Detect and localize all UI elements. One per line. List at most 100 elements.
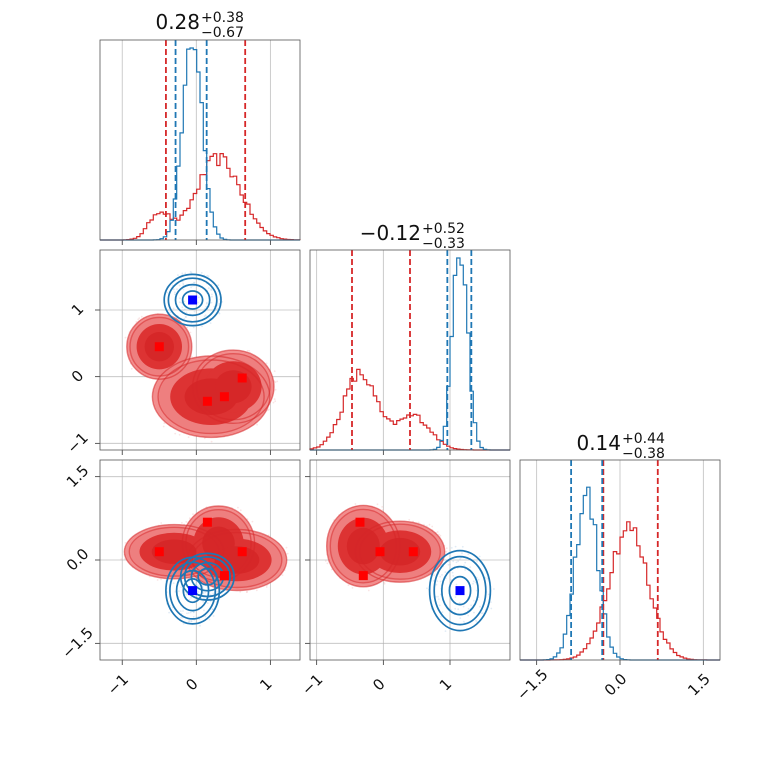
red-marker [154,342,164,352]
blue-sample-point [447,563,450,566]
blue-contour-line [448,575,472,606]
red-sample-point [367,589,370,592]
red-sample-point [436,531,439,533]
blue-sample-point [212,608,214,611]
x-tick-label: 1 [256,675,275,694]
red-sample-point [251,520,254,523]
red-sample-point [210,440,213,443]
blue-sample-point [436,580,439,582]
blue-sample-point [206,602,209,604]
blue-sample-point [166,291,169,294]
red-sample-point [256,423,258,426]
x-tick-label: 1 [436,675,455,694]
x-tick-label: 0.0 [601,670,631,700]
red-sample-point [381,506,384,508]
axes-frame [309,459,511,661]
blue-sample-point [208,597,211,599]
blue-sample-point [473,611,475,614]
blue-sample-point [435,595,437,598]
red-marker [355,517,365,527]
red-sample-point [433,574,435,576]
red-marker [202,396,212,406]
blue-sample-point [172,307,175,310]
axes-frame [519,459,721,661]
blue-sample-point [441,574,443,576]
x-tick-label: −1.5 [513,665,551,703]
blue-sample-point [183,317,186,320]
blue-sample-point [216,591,219,593]
red-sample-point [189,331,192,334]
blue-sample-point [437,595,439,598]
blue-sample-point [172,288,175,291]
red-sample-point [156,579,159,581]
red-sample-point [274,388,277,391]
blue-sample-point [178,590,180,592]
red-sample-point [186,326,189,329]
title-2-plus: +0.44 [622,431,665,447]
red-contour-line [186,528,288,592]
blue-sample-point [210,301,213,304]
blue-sample-point [204,591,207,594]
blue-sample-point [486,577,489,580]
red-sample-point [137,318,140,321]
blue-sample-point [452,560,455,563]
blue-sample-point [204,314,207,317]
blue-sample-point [185,316,188,318]
blue-sample-point [439,575,442,578]
red-sample-point [376,503,379,506]
blue-sample-point [461,552,463,555]
blue-sample-point [464,561,467,564]
blue-sample-point [184,315,187,318]
red-contour-line [126,313,193,380]
y-tick-label: 1 [68,300,87,319]
red-contour-line [191,349,275,425]
blue-sample-point [182,309,184,312]
blue-sample-point [208,618,211,621]
red-sample-point [273,398,276,400]
red-sample-point [351,587,354,589]
red-sample-point [140,315,143,318]
red-sample-point [272,401,275,404]
blue-sample-point [467,607,470,610]
blue-sample-point [217,284,220,287]
blue-sample-point [172,582,175,585]
blue-sample-point [464,569,467,571]
red-marker [202,517,212,527]
blue-sample-point [478,555,481,558]
blue-contour-line [167,277,218,323]
blue-sample-point [450,578,452,581]
blue-sample-point [209,322,212,324]
scatter-param1-param2 [305,459,511,665]
blue-sample-point [441,611,444,613]
blue-sample-point [193,310,196,313]
x-tick-label: 0 [369,675,388,694]
scatter-contents [324,503,495,632]
blue-sample-point [470,604,472,607]
blue-sample-point [476,560,478,563]
blue-sample-point [195,584,198,586]
red-sample-point [285,546,288,549]
red-contour-line [128,526,220,577]
y-tick-label: 0 [68,367,87,386]
red-contour-fill [214,546,260,574]
red-sample-point [324,560,327,562]
blue-sample-point [451,571,454,574]
red-sample-point [188,517,191,520]
blue-sample-point [216,308,218,310]
blue-contour-line [182,578,203,604]
title-1-minus: −0.33 [422,236,465,252]
blue-sample-point [197,301,199,304]
blue-sample-point [182,622,185,625]
blue-sample-point [426,587,428,590]
red-sample-point [438,533,440,536]
blue-sample-point [182,284,185,286]
blue-sample-point [203,597,205,600]
blue-sample-point [188,620,190,623]
red-sample-point [178,433,181,436]
x-tick-label: −1 [104,670,132,698]
y-tick-label: 0.0 [63,545,93,575]
red-sample-point [326,562,329,565]
blue-sample-point [480,612,483,614]
blue-sample-point [181,306,184,309]
